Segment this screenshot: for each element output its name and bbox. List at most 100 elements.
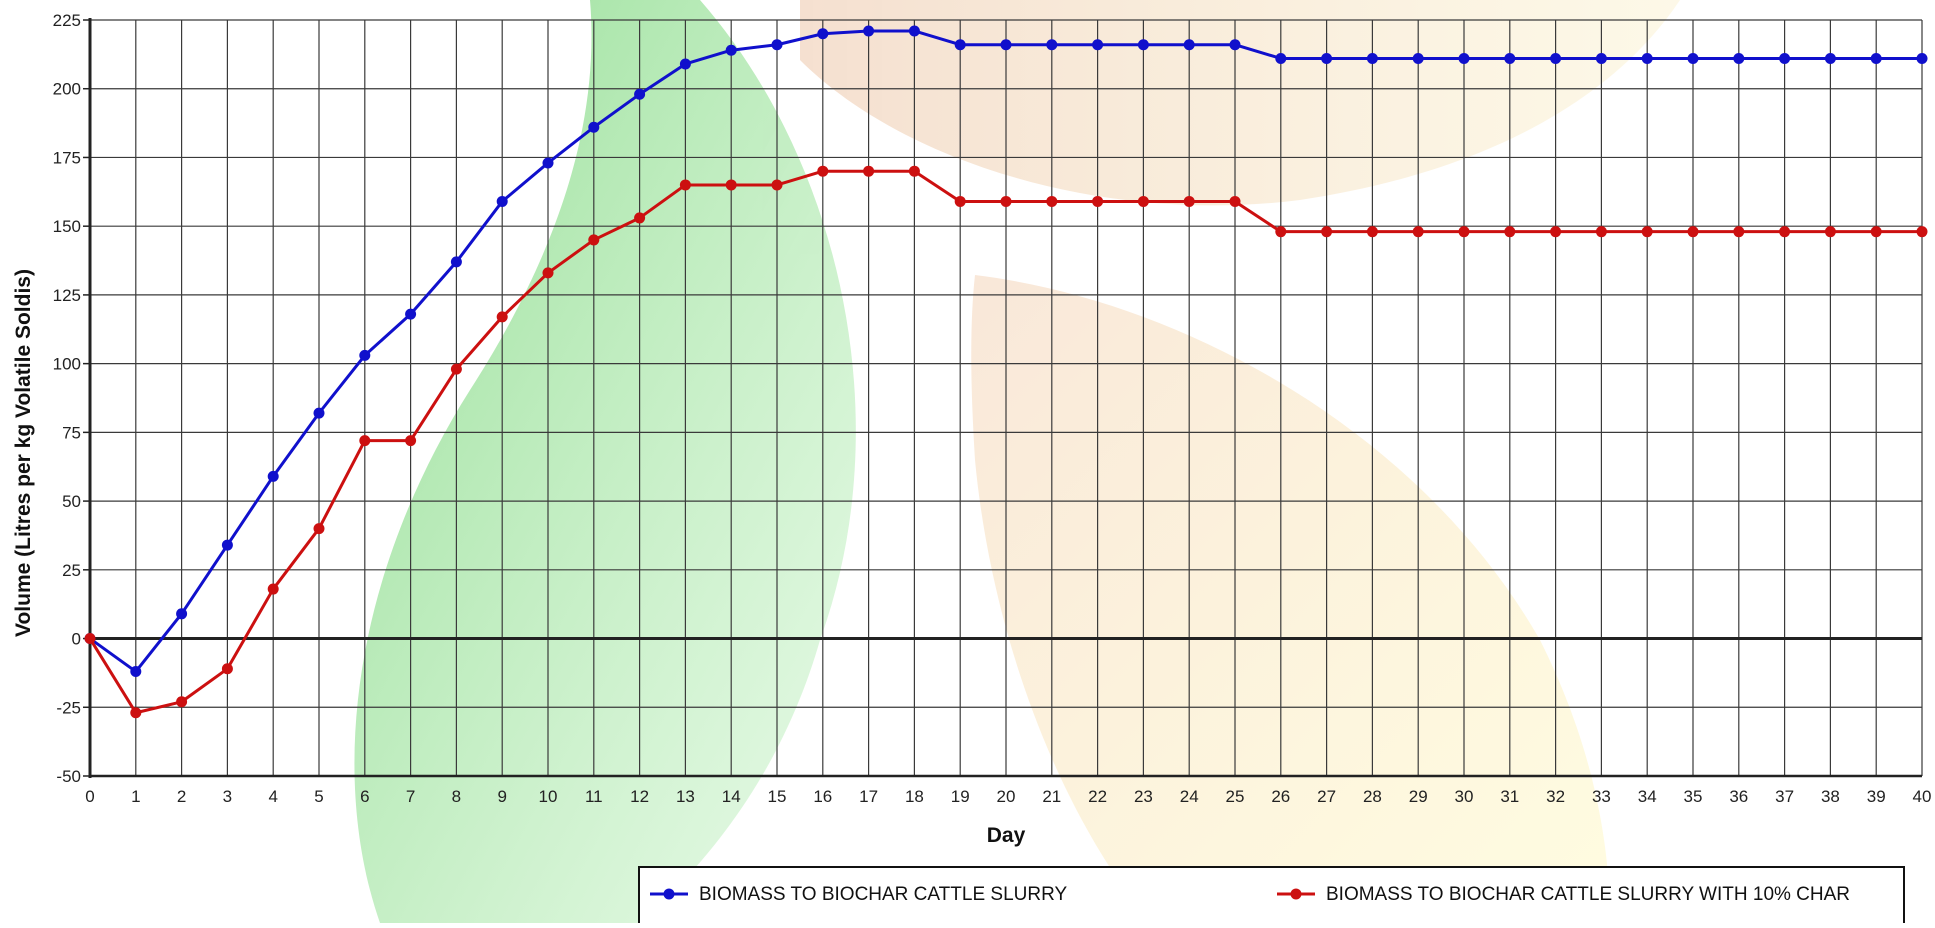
x-tick-label-34: 34 [1638,787,1657,806]
x-tick-label-22: 22 [1088,787,1107,806]
x-tick-label-10: 10 [539,787,558,806]
x-axis-tick-labels: 0 1 2 3 4 5 6 7 8 9 10 11 12 13 14 15 16 17 18 19 20 21 22 23 24… [85,787,1931,806]
series-1-point-day-23 [1137,39,1149,51]
series-1-point-day-19 [954,39,966,51]
x-tick-label-11: 11 [585,787,603,806]
x-tick-label-6: 6 [360,787,369,806]
series-2-point-day-25 [1229,195,1241,207]
legend-marker-series-1 [663,888,675,900]
y-tick-label-25: 25 [62,561,81,580]
series-1-point-day-1 [130,666,142,678]
series-1-point-day-8 [450,256,462,268]
x-tick-label-12: 12 [630,787,649,806]
series-2-point-day-32 [1550,226,1562,238]
x-tick-label-37: 37 [1775,787,1794,806]
series-2-point-day-24 [1183,195,1195,207]
series-1-point-day-12 [634,88,646,100]
series-2-point-day-39 [1870,226,1882,238]
series-1-point-day-2 [176,608,188,620]
series-2-point-day-22 [1092,195,1104,207]
x-tick-label-19: 19 [951,787,970,806]
series-2-point-day-16 [817,165,829,177]
x-tick-label-25: 25 [1226,787,1245,806]
y-tick-label-200: 200 [53,80,81,99]
series-2-point-day-5 [313,523,325,535]
series-2-point-day-2 [176,696,188,708]
series-2-point-day-31 [1504,226,1516,238]
series-1-point-day-17 [863,25,875,37]
series-2-point-day-10 [542,267,554,279]
series-2-point-day-17 [863,165,875,177]
y-tick-label-100: 100 [53,355,81,374]
series-2-point-day-28 [1366,226,1378,238]
series-1-point-day-3 [221,539,233,551]
series-2-point-day-7 [405,435,417,447]
y-tick-label-125: 125 [53,286,81,305]
series-1-point-day-29 [1412,52,1424,64]
orange-leaf-shape [800,0,1680,206]
x-tick-label-35: 35 [1684,787,1703,806]
x-tick-label-4: 4 [268,787,277,806]
series-2-point-day-8 [450,363,462,375]
y-tick-label-225: 225 [53,11,81,30]
series-2-point-day-30 [1458,226,1470,238]
x-tick-label-30: 30 [1455,787,1474,806]
y-tick-label-0: 0 [72,630,81,649]
series-2-point-day-34 [1641,226,1653,238]
series-2-point-day-36 [1733,226,1745,238]
x-tick-label-20: 20 [997,787,1016,806]
green-leaf-shape [354,0,856,923]
y-axis-tick-labels: -50 -25 0 25 50 75 100 125 150 175 200 225 [53,11,81,786]
series-2-point-day-14 [725,179,737,191]
series-1-point-day-15 [771,39,783,51]
series-1-point-day-11 [588,121,600,133]
series-2-point-day-15 [771,179,783,191]
x-tick-label-36: 36 [1729,787,1748,806]
series-1-point-day-21 [1046,39,1058,51]
x-tick-label-29: 29 [1409,787,1428,806]
series-2-point-day-13 [679,179,691,191]
series-1-point-day-22 [1092,39,1104,51]
series-2-point-day-29 [1412,226,1424,238]
y-tick-label--25: -25 [56,698,81,717]
y-tick-label-75: 75 [62,423,81,442]
x-tick-label-15: 15 [768,787,787,806]
series-1-point-day-28 [1366,52,1378,64]
series-2-point-day-9 [496,311,508,323]
legend: BIOMASS TO BIOCHAR CATTLE SLURRY BIOMASS… [638,866,1905,928]
series-2-point-day-21 [1046,195,1058,207]
legend-box [638,866,1905,928]
x-tick-label-40: 40 [1913,787,1932,806]
series-1-point-day-14 [725,44,737,56]
yellow-leaf-shape [971,275,1610,923]
series-1-point-day-38 [1824,52,1836,64]
series-1-point-day-33 [1595,52,1607,64]
series-2-point-day-37 [1779,226,1791,238]
series-1-point-day-9 [496,195,508,207]
series-2-point-day-6 [359,435,371,447]
series-2-point-day-4 [267,583,279,595]
legend-label-series-1: BIOMASS TO BIOCHAR CATTLE SLURRY [699,884,1067,905]
series-layer [84,25,1928,719]
series-1-point-day-6 [359,349,371,361]
x-tick-label-39: 39 [1867,787,1886,806]
x-tick-label-13: 13 [676,787,695,806]
series-1 [84,25,1928,678]
series-1-point-day-16 [817,28,829,40]
series-2-point-day-19 [954,195,966,207]
y-tick-label-150: 150 [53,217,81,236]
y-tick-label-50: 50 [62,492,81,511]
x-tick-label-2: 2 [177,787,186,806]
x-tick-label-27: 27 [1317,787,1336,806]
series-1-point-day-31 [1504,52,1516,64]
series-2-point-day-26 [1275,226,1287,238]
series-1-point-day-27 [1321,52,1333,64]
series-2-point-day-23 [1137,195,1149,207]
series-1-point-day-4 [267,470,279,482]
x-tick-label-16: 16 [813,787,832,806]
x-tick-label-21: 21 [1042,787,1061,806]
series-2-point-day-38 [1824,226,1836,238]
series-1-point-day-34 [1641,52,1653,64]
series-1-point-day-40 [1916,52,1928,64]
vertical-gridlines [89,20,1923,776]
